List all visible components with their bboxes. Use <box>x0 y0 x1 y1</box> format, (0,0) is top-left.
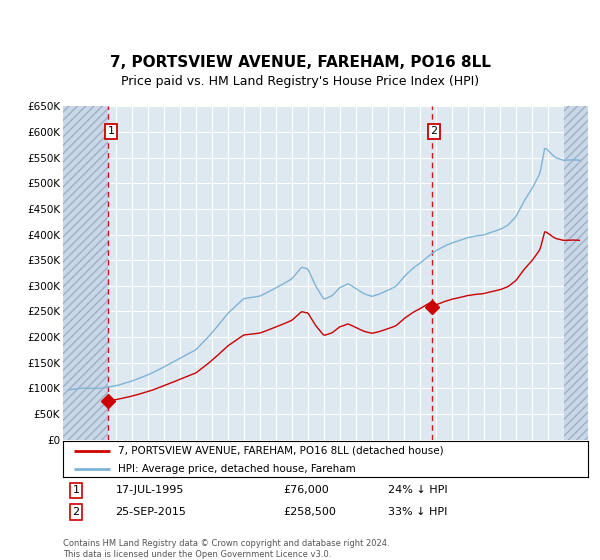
Bar <box>564 106 588 440</box>
Text: £258,500: £258,500 <box>284 507 337 517</box>
Text: 7, PORTSVIEW AVENUE, FAREHAM, PO16 8LL (detached house): 7, PORTSVIEW AVENUE, FAREHAM, PO16 8LL (… <box>118 446 444 456</box>
Text: 2: 2 <box>430 127 437 137</box>
Text: 1: 1 <box>107 127 115 137</box>
Text: 17-JUL-1995: 17-JUL-1995 <box>115 486 184 496</box>
Text: Price paid vs. HM Land Registry's House Price Index (HPI): Price paid vs. HM Land Registry's House … <box>121 75 479 88</box>
Text: 33% ↓ HPI: 33% ↓ HPI <box>389 507 448 517</box>
Text: 1: 1 <box>73 486 80 496</box>
Text: £76,000: £76,000 <box>284 486 329 496</box>
Text: 2: 2 <box>73 507 80 517</box>
Text: Contains HM Land Registry data © Crown copyright and database right 2024.
This d: Contains HM Land Registry data © Crown c… <box>63 539 389 559</box>
Text: 7, PORTSVIEW AVENUE, FAREHAM, PO16 8LL: 7, PORTSVIEW AVENUE, FAREHAM, PO16 8LL <box>110 55 490 70</box>
Text: HPI: Average price, detached house, Fareham: HPI: Average price, detached house, Fare… <box>118 464 356 474</box>
Text: 24% ↓ HPI: 24% ↓ HPI <box>389 486 448 496</box>
Bar <box>60 106 109 440</box>
Text: 25-SEP-2015: 25-SEP-2015 <box>115 507 187 517</box>
